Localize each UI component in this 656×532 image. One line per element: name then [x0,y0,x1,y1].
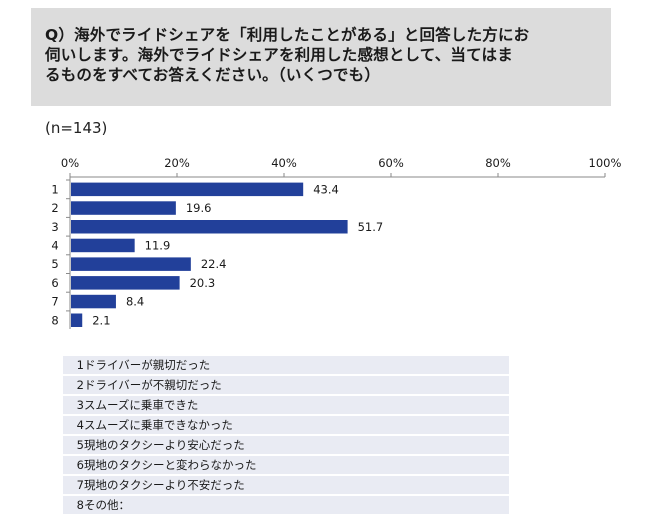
category-label: 8 [51,313,58,327]
legend-code: 1 [76,358,84,372]
x-tick-label: 100% [589,156,622,170]
bar [71,238,135,253]
category-label: 6 [51,276,58,290]
legend-table: 1ドライバーが親切だった 2ドライバーが不親切だった 3スムーズに乗車できた 4スムー… [63,356,509,516]
sample-size: (n=143) [45,119,108,137]
legend-cell: 8その他： [63,495,509,515]
legend-row: 6現地のタクシーと変わらなかった [63,455,509,475]
data-label: 8.4 [126,295,144,309]
legend-row: 8その他： [63,495,509,515]
legend-row: 7現地のタクシーより不安だった [63,475,509,495]
legend-code: 2 [76,378,84,392]
legend-label: 現地のタクシーと変わらなかった [84,458,257,472]
legend-cell: 7現地のタクシーより不安だった [63,475,509,495]
bar [71,220,348,234]
legend-row: 3スムーズに乗車できた [63,395,509,415]
data-label: 11.9 [145,238,171,252]
bar-chart: 0% 20% 40% 60% 80% 100% 1 43.4 2 19.6 3 51.7 4 11.9 5 2… [51,156,622,329]
legend-code: 8 [76,498,84,512]
data-label: 2.1 [92,313,110,327]
category-label: 5 [51,257,58,271]
category-label: 2 [51,201,58,215]
legend-label: ドライバーが親切だった [84,358,211,372]
x-tick-label: 20% [164,156,190,170]
category-label: 7 [51,295,58,309]
data-label: 19.6 [186,201,212,215]
category-label: 3 [51,220,58,234]
data-label: 20.3 [190,276,216,290]
question-box: Q）海外でライドシェアを「利用したことがある」と回答した方にお 伺いします。海外… [31,8,611,106]
bar [71,276,180,290]
data-label: 22.4 [201,257,227,271]
question-text: Q）海外でライドシェアを「利用したことがある」と回答した方にお 伺いします。海外… [45,26,530,84]
legend-code: 5 [76,438,84,452]
legend-row: 5現地のタクシーより安心だった [63,435,509,455]
legend-cell: 1ドライバーが親切だった [63,356,509,375]
x-tick-label: 80% [485,156,511,170]
x-tick-label: 40% [271,156,297,170]
legend-cell: 3スムーズに乗車できた [63,395,509,415]
bar [71,294,116,309]
bar [71,201,176,215]
x-tick-label: 0% [61,156,79,170]
legend-code: 3 [76,398,84,412]
legend-row: 4スムーズに乗車できなかった [63,415,509,435]
legend-label: 現地のタクシーより安心だった [84,438,245,452]
legend-label: 現地のタクシーより不安だった [84,478,245,492]
legend-cell: 4スムーズに乗車できなかった [63,415,509,435]
legend-label: スムーズに乗車できなかった [84,418,233,432]
legend-row: 1ドライバーが親切だった [63,356,509,375]
legend-row: 2ドライバーが不親切だった [63,375,509,395]
legend-code: 6 [76,458,84,472]
legend-label: ドライバーが不親切だった [84,378,222,392]
category-label: 1 [51,182,58,196]
bar [71,313,83,327]
x-tick-label: 60% [378,156,404,170]
data-label: 43.4 [313,182,339,196]
legend-cell: 2ドライバーが不親切だった [63,375,509,395]
legend-label: スムーズに乗車できた [84,398,199,412]
legend-label: その他： [84,498,130,512]
category-label: 4 [51,238,58,252]
legend-code: 4 [76,418,84,432]
legend-code: 7 [76,478,84,492]
legend-cell: 5現地のタクシーより安心だった [63,435,509,455]
bar [71,257,191,271]
legend-cell: 6現地のタクシーと変わらなかった [63,455,509,475]
bar [71,182,304,197]
data-label: 51.7 [358,220,384,234]
